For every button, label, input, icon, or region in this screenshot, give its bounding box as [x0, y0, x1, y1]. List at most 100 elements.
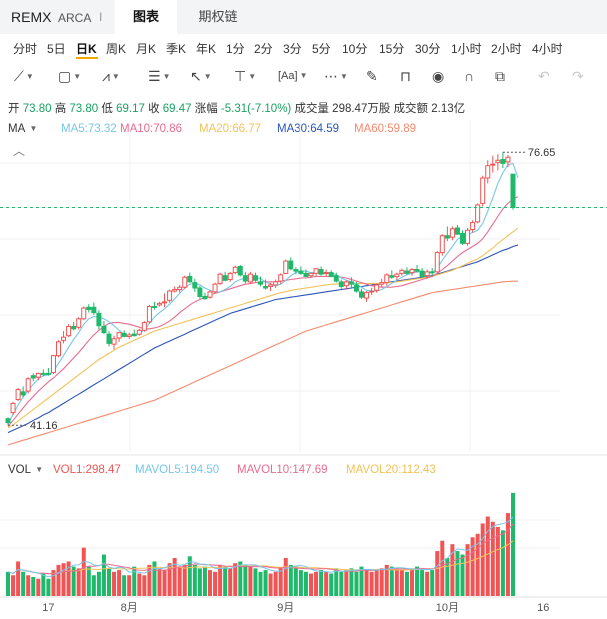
- candle-body: [177, 286, 183, 291]
- period-15min[interactable]: 15分: [379, 42, 405, 56]
- period-5min[interactable]: 5分: [312, 42, 331, 56]
- candle-body: [126, 334, 132, 337]
- fib-tool-icon[interactable]: ☰ ▼: [148, 68, 171, 84]
- vol1-legend: VOL1:298.47: [53, 464, 121, 476]
- arrow-tool-icon[interactable]: ↖ ▼: [190, 68, 212, 84]
- volume-bar: [293, 566, 298, 596]
- period-1hour[interactable]: 1小时: [451, 42, 482, 56]
- open-label: 开: [8, 103, 20, 115]
- candle-body: [10, 402, 16, 414]
- change-value: -5.31(-7.10%): [220, 103, 292, 115]
- candle-body: [76, 318, 82, 328]
- period-yearly[interactable]: 年K: [196, 42, 217, 56]
- candle-body: [500, 159, 506, 164]
- volume-bar: [298, 570, 303, 596]
- undo-icon[interactable]: ↶: [538, 68, 550, 84]
- period-4hour[interactable]: 4小时: [532, 42, 563, 56]
- ma60-line: [7, 280, 518, 446]
- period-monthly[interactable]: 月K: [136, 42, 157, 56]
- volume-bar: [288, 564, 293, 596]
- magnet-icon[interactable]: ∩: [464, 68, 475, 84]
- volume-bar: [263, 570, 268, 596]
- line-tool-icon[interactable]: ⟋ ▼: [14, 68, 34, 84]
- candle-body: [162, 301, 168, 304]
- volume-bar: [208, 570, 212, 596]
- vol-legend-title[interactable]: VOL ▼: [8, 464, 44, 476]
- high-marker-label: 76.65: [528, 147, 556, 159]
- candle-body: [35, 372, 41, 378]
- candle-body: [510, 173, 516, 208]
- volume-bar: [233, 563, 238, 596]
- candle-body: [338, 281, 344, 287]
- volume-bar: [228, 568, 233, 596]
- x-tick-label-4: 16: [537, 602, 549, 614]
- period-3min[interactable]: 3分: [283, 42, 302, 56]
- layers-icon[interactable]: ⧉: [495, 68, 505, 84]
- tab-options-chain[interactable]: 期权链: [198, 9, 238, 24]
- volume-bar: [283, 558, 288, 596]
- pattern-tool-icon[interactable]: ⩘ ▼: [102, 68, 120, 84]
- candle-body: [353, 284, 359, 292]
- x-tick-label-1: 8月: [121, 602, 138, 614]
- candle-body: [106, 333, 112, 344]
- ma-legend-title[interactable]: MA ▼: [8, 123, 38, 135]
- candle-body: [465, 229, 471, 244]
- quote-summary: 开 73.80 高 73.80 低 69.17 收 69.47 涨幅 -5.31…: [8, 100, 465, 116]
- close-label: 收: [148, 103, 160, 115]
- candle-body: [384, 274, 390, 284]
- candle-body: [369, 290, 375, 293]
- measure-tool-icon[interactable]: ⊤ ▼: [234, 68, 257, 84]
- candle-body: [30, 375, 36, 379]
- period-quarterly[interactable]: 季K: [166, 42, 187, 56]
- tab-chart[interactable]: 图表: [115, 0, 177, 34]
- lock-icon[interactable]: ⊓: [400, 68, 411, 84]
- symbol-label: REMX: [11, 9, 52, 25]
- volume-ma-lines: [7, 516, 514, 578]
- ma60-legend: MA60:59.89: [354, 123, 417, 135]
- eye-icon[interactable]: ◉: [432, 68, 445, 84]
- more-tools-icon[interactable]: ⋯ ▼: [324, 68, 348, 84]
- candle-body: [50, 355, 56, 374]
- candle-body: [278, 274, 284, 282]
- volume-bar: [485, 516, 490, 596]
- drawing-toolbar: ⟋ ▼ ▢ ▼ ⩘ ▼ ☰ ▼ ↖ ▼ ⊤ ▼ [Aa] ▼ ⋯ ▼ ✎ ⊓ ◉ ∩ ⧉ ↶ ↷: [0, 64, 607, 88]
- period-10min[interactable]: 10分: [342, 42, 368, 56]
- period-weekly[interactable]: 周K: [106, 42, 127, 56]
- volume-bar: [379, 568, 384, 596]
- volume-bar: [394, 568, 399, 596]
- price-markers: 76.65 41.16: [0, 147, 607, 432]
- candle-body: [359, 291, 364, 298]
- text-tool-icon[interactable]: [Aa] ▼: [278, 70, 308, 82]
- volume-bar: [384, 564, 389, 596]
- high-value: 73.80: [69, 103, 99, 115]
- amount-label: 成交额: [393, 103, 429, 115]
- collapse-icon[interactable]: ︿: [13, 144, 25, 158]
- rect-tool-icon[interactable]: ▢ ▼: [58, 68, 82, 84]
- mavol20-legend: MAVOL20:112.43: [346, 464, 436, 476]
- mavol5-line: [7, 516, 514, 578]
- volume-bar: [162, 570, 167, 596]
- period-intraday[interactable]: 分时: [13, 42, 38, 56]
- volume-bar: [51, 570, 56, 596]
- candle-body: [202, 295, 208, 300]
- pen-icon[interactable]: ✎: [366, 68, 378, 84]
- period-daily[interactable]: 日K: [76, 42, 97, 56]
- candle-body: [490, 163, 496, 166]
- volume-bar: [359, 566, 364, 596]
- period-30min[interactable]: 30分: [415, 42, 441, 56]
- volume-bar: [177, 566, 182, 596]
- period-1min[interactable]: 1分: [226, 42, 245, 56]
- candle-body: [480, 177, 486, 204]
- period-5day[interactable]: 5日: [47, 42, 66, 56]
- candle-body: [182, 276, 188, 288]
- redo-icon[interactable]: ↷: [572, 68, 584, 84]
- volume-bar: [81, 547, 86, 596]
- candle-body: [258, 281, 263, 285]
- period-2min[interactable]: 2分: [254, 42, 273, 56]
- candle-body: [364, 292, 370, 299]
- candle-body: [237, 265, 243, 276]
- candle-body: [146, 305, 152, 323]
- candle-body: [303, 272, 309, 277]
- period-2hour[interactable]: 2小时: [491, 42, 522, 56]
